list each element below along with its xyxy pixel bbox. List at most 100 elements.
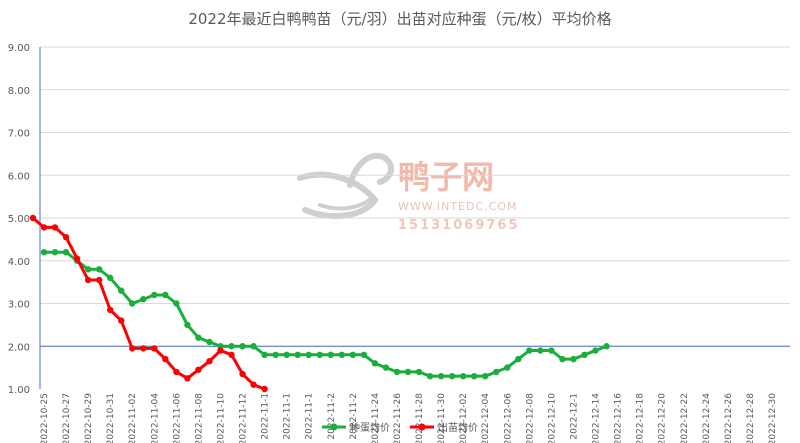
data-point [459,372,467,380]
data-point [228,343,235,350]
data-point [581,351,588,358]
data-point [283,351,290,358]
data-point [371,360,379,367]
data-point [493,368,500,376]
x-tick-label: 2022-12-08 [525,393,535,443]
x-tick-label: 2022-10-29 [84,393,94,443]
data-point [426,372,434,380]
x-tick-label: 2022-12-26 [724,393,734,443]
data-point [40,249,48,256]
data-point [327,351,334,358]
data-point [570,355,577,363]
data-point [415,368,423,376]
x-tick-label: 2022-12-20 [658,393,668,443]
data-point [305,351,312,358]
data-point [151,291,158,299]
x-tick-label: 2022-11-2 [349,393,359,440]
data-point [482,372,489,380]
y-tick-label: 6.00 [8,171,30,182]
data-point [548,347,555,354]
data-point [526,347,533,354]
y-axis-ticks: 1.00 2.00 3.00 4.00 5.00 6.00 7.00 8.00 9.00 [8,43,30,396]
data-point [195,366,202,373]
data-point [437,372,445,380]
data-point [84,276,92,284]
data-point [29,214,37,222]
series-line [31,216,266,391]
x-tick-label: 2022-11-26 [393,393,403,443]
y-tick-label: 4.00 [8,257,30,268]
x-tick-label: 2022-11-12 [239,393,249,443]
data-point [62,234,70,241]
series-1 [29,214,268,393]
x-tick-label: 2022-11-2 [327,393,337,440]
y-tick-label: 3.00 [8,300,30,311]
data-point [404,368,412,376]
x-tick-label: 2022-10-27 [62,393,72,443]
watermark: 鸭子网 WWW.INTEDC.COM 15131069765 [297,153,518,233]
data-point [62,249,70,256]
duck-logo-icon [297,153,394,219]
x-tick-label: 2022-10-31 [106,393,116,443]
data-point [272,351,279,358]
series-line [44,250,608,378]
data-point [162,291,169,299]
data-point [206,338,213,346]
gridlines [40,46,790,347]
x-tick-label: 2022-11-04 [150,393,160,443]
legend-item-ducklings: 出苗均价 [410,421,478,434]
x-tick-label: 2022-11-08 [194,393,204,443]
watermark-site-name: 鸭子网 [398,158,494,196]
y-tick-label: 9.00 [8,43,30,54]
x-tick-label: 2022-12-14 [592,393,602,443]
data-point [140,296,147,303]
x-tick-label: 2022-11-02 [128,393,138,443]
data-point [51,249,59,256]
data-point [73,255,81,262]
x-tick-label: 2022-12-18 [636,393,646,443]
x-tick-label: 2022-12-24 [702,393,712,443]
x-tick-label: 2022-11-1 [261,393,271,440]
watermark-url: WWW.INTEDC.COM [398,200,517,213]
data-point [40,224,48,231]
data-point [261,385,268,393]
data-point [84,266,92,273]
data-point [106,274,114,282]
data-point [603,343,610,350]
y-tick-label: 8.00 [8,86,30,97]
y-tick-label: 1.00 [8,385,30,396]
data-point [184,321,191,329]
data-point [504,364,511,371]
data-point [51,224,59,231]
data-point [250,381,257,388]
data-point [382,364,390,371]
data-point [261,351,268,358]
legend-item-eggs: 种蛋均价 [322,421,390,434]
data-point [95,276,103,284]
data-point [448,372,456,380]
x-tick-label: 2022-12-06 [503,393,513,443]
x-tick-label: 2022-12-02 [459,393,469,443]
series-lines [29,214,610,393]
data-point [195,334,202,341]
legend-marker-eggs [330,423,338,431]
y-tick-label: 7.00 [8,129,30,140]
x-tick-label: 2022-12-04 [481,393,491,443]
x-tick-label: 2022-12-16 [614,393,624,443]
x-tick-label: 2022-10-25 [40,393,50,443]
data-point [470,372,478,380]
y-tick-label: 2.00 [8,342,30,353]
data-point [206,358,213,365]
x-tick-label: 2022-12-30 [768,393,778,443]
x-tick-label: 2022-12-1 [569,393,579,440]
data-point [173,300,180,307]
data-point [118,317,125,324]
data-point [184,375,191,382]
x-tick-label: 2022-11-1 [283,393,293,440]
data-point [217,347,224,354]
data-point [118,287,125,294]
x-tick-label: 2022-12-22 [680,393,690,443]
x-tick-label: 2022-11-30 [437,393,447,443]
data-point [537,347,544,354]
